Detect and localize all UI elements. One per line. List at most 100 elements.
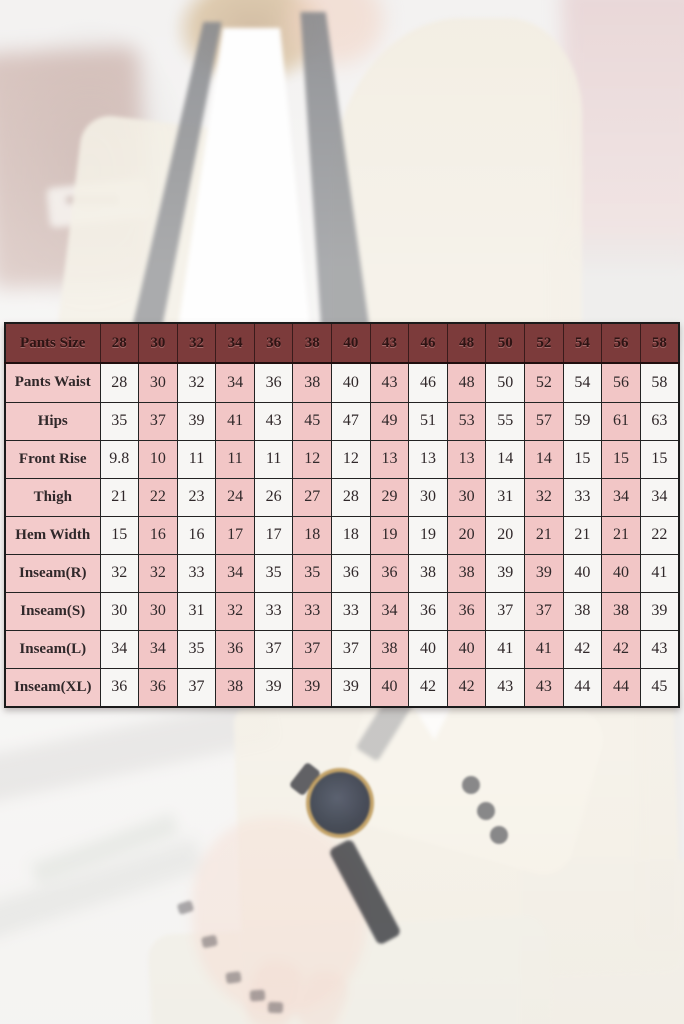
size-value-cell: 39 [253,667,294,708]
size-column-header: 36 [253,322,294,364]
size-value-cell: 36 [215,629,255,669]
size-value-cell: 26 [253,477,294,517]
size-value-cell: 38 [601,591,641,631]
size-value-cell: 37 [485,591,526,631]
size-value-cell: 43 [369,362,410,403]
size-column-header: 58 [639,322,680,364]
size-value-cell: 41 [485,629,526,669]
size-value-cell: 9.8 [99,439,140,479]
size-value-cell: 48 [446,362,487,403]
size-value-cell: 35 [292,553,333,593]
size-chart-row: Thigh 21 22 23 24 26 27 28 29 30 30 31 32 33 34 34 [4,477,680,517]
size-value-cell: 34 [369,591,410,631]
tattoo-mark [267,1001,284,1014]
tattoo-mark [225,971,242,984]
size-column-header: 28 [99,322,140,364]
size-value-cell: 30 [99,591,140,631]
size-value-cell: 42 [408,667,448,708]
size-value-cell: 39 [524,553,564,593]
size-value-cell: 11 [253,439,294,479]
size-value-cell: 36 [331,553,371,593]
size-value-cell: 45 [292,401,333,441]
size-column-header: 54 [562,322,603,364]
size-value-cell: 12 [292,439,333,479]
size-value-cell: 40 [562,553,603,593]
size-value-cell: 35 [253,553,294,593]
size-chart-corner-header: Pants Size [4,322,101,364]
size-value-cell: 19 [369,515,410,555]
size-value-cell: 39 [331,667,371,708]
size-value-cell: 12 [331,439,371,479]
size-value-cell: 34 [639,477,680,517]
size-value-cell: 45 [639,667,680,708]
size-value-cell: 24 [215,477,255,517]
size-value-cell: 43 [485,667,526,708]
size-value-cell: 30 [138,591,178,631]
size-value-cell: 40 [446,629,487,669]
size-value-cell: 22 [639,515,680,555]
size-value-cell: 15 [601,439,641,479]
tattoo-mark [176,899,195,916]
tattoo-mark [201,934,218,949]
size-value-cell: 30 [446,477,487,517]
size-value-cell: 22 [138,477,178,517]
size-value-cell: 20 [485,515,526,555]
size-value-cell: 37 [331,629,371,669]
size-column-header: 34 [215,322,255,364]
size-value-cell: 40 [408,629,448,669]
size-chart-row: Inseam(XL) 36 36 37 38 39 39 39 40 42 42 43 43 44 44 45 [4,667,680,708]
size-value-cell: 40 [331,362,371,403]
measurement-row-label: Hem Width [4,515,101,555]
size-chart-row: Front Rise 9.8 10 11 11 11 12 12 13 13 13 14 14 15 15 1… [4,439,680,479]
size-value-cell: 11 [176,439,217,479]
size-value-cell: 59 [562,401,603,441]
size-value-cell: 37 [176,667,217,708]
size-value-cell: 42 [601,629,641,669]
size-value-cell: 61 [601,401,641,441]
size-value-cell: 41 [524,629,564,669]
size-value-cell: 38 [369,629,410,669]
size-chart-row: Hem Width 15 16 16 17 17 18 18 19 19 20 20 21 21 21 22 [4,515,680,555]
size-value-cell: 21 [601,515,641,555]
size-value-cell: 38 [215,667,255,708]
size-value-cell: 15 [562,439,603,479]
size-value-cell: 34 [215,553,255,593]
size-value-cell: 14 [485,439,526,479]
size-column-header: 48 [446,322,487,364]
size-value-cell: 41 [639,553,680,593]
size-value-cell: 18 [292,515,333,555]
size-value-cell: 33 [562,477,603,517]
size-value-cell: 28 [331,477,371,517]
size-value-cell: 19 [408,515,448,555]
size-column-header: 56 [601,322,641,364]
size-value-cell: 52 [524,362,564,403]
size-value-cell: 51 [408,401,448,441]
measurement-row-label: Inseam(L) [4,629,101,669]
size-value-cell: 44 [562,667,603,708]
size-value-cell: 33 [253,591,294,631]
size-value-cell: 37 [138,401,178,441]
pants-size-chart: Pants Size 28 30 32 34 36 38 40 43 46 48 50 52 54 56 58… [4,322,680,708]
measurement-row-label: Thigh [4,477,101,517]
cuff-button-icon [477,802,495,820]
size-value-cell: 49 [369,401,410,441]
cuff-button-icon [490,826,508,844]
size-value-cell: 37 [253,629,294,669]
size-value-cell: 40 [369,667,410,708]
size-value-cell: 13 [369,439,410,479]
size-value-cell: 32 [138,553,178,593]
tattoo-mark [249,989,266,1002]
size-value-cell: 27 [292,477,333,517]
measurement-row-label: Inseam(S) [4,591,101,631]
size-value-cell: 55 [485,401,526,441]
size-value-cell: 15 [99,515,140,555]
watch-strap [328,838,402,946]
size-value-cell: 33 [292,591,333,631]
size-value-cell: 46 [408,362,448,403]
size-column-header: 38 [292,322,333,364]
size-chart-row: Pants Waist 28 30 32 34 36 38 40 43 46 48 50 52 54 56 5… [4,362,680,403]
size-value-cell: 33 [331,591,371,631]
size-value-cell: 33 [176,553,217,593]
size-value-cell: 28 [99,362,140,403]
